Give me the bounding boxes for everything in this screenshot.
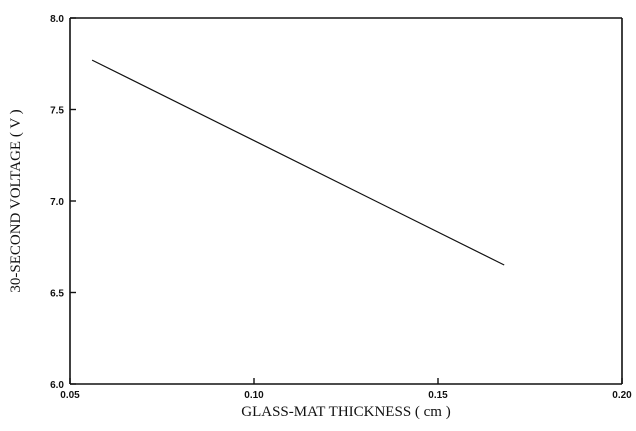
x-tick-label: 0.20 — [612, 390, 632, 401]
y-tick-label: 6.0 — [50, 380, 64, 391]
x-ticks: 0.05 0.10 0.15 0.20 — [60, 378, 632, 401]
y-tick-label: 6.5 — [50, 289, 64, 300]
x-tick-label: 0.05 — [60, 390, 80, 401]
series-line-0 — [91, 59, 505, 266]
y-tick-label: 7.5 — [50, 106, 64, 117]
x-tick-label: 0.10 — [244, 390, 264, 401]
y-tick-label: 8.0 — [50, 14, 64, 25]
y-tick-label: 7.0 — [50, 197, 64, 208]
x-axis-title: GLASS-MAT THICKNESS ( cm ) — [241, 404, 450, 420]
y-ticks: 6.0 6.5 7.0 7.5 8.0 — [50, 14, 76, 391]
y-axis-title: 30-SECOND VOLTAGE ( V ) — [8, 109, 24, 292]
series-group — [91, 59, 505, 266]
plot-frame — [69, 17, 623, 385]
x-tick-label: 0.15 — [428, 390, 448, 401]
